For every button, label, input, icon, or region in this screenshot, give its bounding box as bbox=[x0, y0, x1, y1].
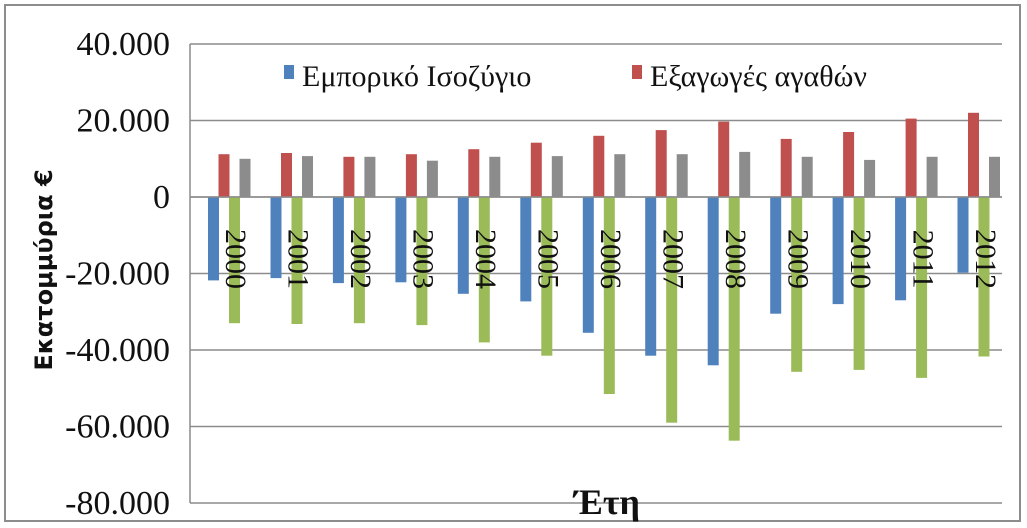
bar-3-2011 bbox=[916, 197, 928, 378]
bar-2-2012 bbox=[968, 112, 979, 197]
x-axis-label: Έτη bbox=[572, 482, 640, 522]
bar-1-2008 bbox=[707, 197, 719, 366]
y-tick-labels: 40.000 20.000 0 -20.000 -40.000 -60.000 -80.00… bbox=[65, 26, 170, 522]
bar-2-2007 bbox=[655, 130, 667, 197]
bar-2-2011 bbox=[905, 118, 917, 197]
bar-3-2007 bbox=[666, 197, 678, 423]
x-tick-label: 2012 bbox=[969, 229, 1002, 289]
bar-4-2001 bbox=[302, 156, 313, 197]
y-tick-label: -20.000 bbox=[65, 256, 170, 293]
x-tick-label: 2011 bbox=[906, 230, 939, 289]
bar-3-2000 bbox=[229, 197, 240, 324]
bar-2-2008 bbox=[718, 121, 730, 197]
bar-1-2004 bbox=[457, 197, 469, 294]
bar-4-2009 bbox=[801, 156, 813, 197]
bar-1-2012 bbox=[957, 197, 969, 273]
x-tick-label: 2004 bbox=[469, 229, 502, 289]
legend-swatch bbox=[632, 65, 642, 79]
bar-1-2005 bbox=[520, 197, 532, 302]
bar-1-2001 bbox=[270, 197, 282, 279]
y-tick-label: -60.000 bbox=[65, 409, 170, 446]
y-tick-label: 20.000 bbox=[77, 103, 171, 140]
bar-1-2002 bbox=[332, 197, 344, 284]
legend: Εμπορικό Ισοζύγιο Εξαγωγές αγαθών bbox=[272, 58, 972, 94]
bar-4-2002 bbox=[364, 156, 376, 197]
x-tick-label: 2007 bbox=[657, 229, 690, 289]
bar-3-2009 bbox=[791, 197, 803, 372]
bar-2-2006 bbox=[593, 135, 605, 197]
bar-2-2001 bbox=[281, 153, 292, 197]
legend-label: Εμπορικό Ισοζύγιο bbox=[302, 60, 531, 93]
bar-3-2008 bbox=[728, 197, 740, 441]
bar-1-2007 bbox=[645, 197, 657, 356]
bar-4-2011 bbox=[926, 156, 938, 197]
bar-3-2005 bbox=[541, 197, 553, 356]
bar-1-2003 bbox=[395, 197, 407, 283]
bar-4-2008 bbox=[739, 151, 751, 197]
legend-background bbox=[272, 58, 972, 94]
bar-4-2012 bbox=[989, 156, 1000, 197]
bar-1-2011 bbox=[895, 197, 907, 301]
bar-1-2009 bbox=[770, 197, 782, 314]
bar-3-2006 bbox=[603, 197, 615, 394]
bar-2-2004 bbox=[468, 149, 480, 197]
category-labels: 2000 2001 2002 2003 2004 2005 2006 2007 2008 2009… bbox=[219, 229, 1002, 289]
bar-3-2001 bbox=[291, 197, 303, 324]
x-tick-label: 2010 bbox=[844, 229, 877, 289]
bars bbox=[208, 112, 1000, 441]
legend-label: Εξαγωγές αγαθών bbox=[650, 60, 867, 93]
bar-1-2006 bbox=[582, 197, 594, 333]
x-tick-label: 2009 bbox=[781, 229, 814, 289]
bar-3-2012 bbox=[978, 197, 990, 357]
x-tick-label: 2000 bbox=[219, 229, 252, 289]
bar-3-2002 bbox=[353, 197, 365, 324]
x-tick-label: 2006 bbox=[594, 229, 627, 289]
bar-1-2010 bbox=[832, 197, 844, 305]
bar-4-2003 bbox=[426, 160, 438, 197]
x-tick-label: 2003 bbox=[407, 229, 440, 289]
bar-2-2005 bbox=[530, 142, 542, 197]
bar-3-2010 bbox=[853, 197, 865, 370]
x-tick-label: 2002 bbox=[344, 229, 377, 289]
y-tick-label: 40.000 bbox=[77, 26, 171, 63]
bar-3-2003 bbox=[416, 197, 428, 326]
bar-2-2000 bbox=[218, 154, 230, 197]
bar-4-2004 bbox=[489, 156, 501, 197]
axes bbox=[189, 44, 1002, 503]
bar-3-2004 bbox=[478, 197, 490, 343]
bar-4-2007 bbox=[676, 154, 688, 197]
bar-1-2000 bbox=[208, 197, 219, 281]
x-tick-label: 2001 bbox=[282, 229, 315, 289]
bar-4-2000 bbox=[239, 158, 251, 198]
bar-2-2010 bbox=[843, 132, 855, 197]
bar-4-2010 bbox=[864, 159, 876, 197]
x-tick-label: 2008 bbox=[719, 229, 752, 289]
y-tick-label: -40.000 bbox=[65, 332, 170, 369]
bar-4-2005 bbox=[551, 156, 563, 197]
gridlines bbox=[190, 43, 1002, 504]
bar-2-2009 bbox=[780, 138, 792, 197]
bar-2-2003 bbox=[405, 154, 417, 197]
bar-4-2006 bbox=[614, 154, 626, 197]
y-tick-label: 0 bbox=[153, 179, 170, 216]
x-tick-label: 2005 bbox=[532, 229, 565, 289]
legend-swatch bbox=[284, 65, 294, 79]
y-axis-label: Εκατομμύρια € bbox=[30, 169, 58, 370]
y-tick-label: -80.000 bbox=[65, 485, 170, 522]
bar-2-2002 bbox=[343, 156, 355, 197]
